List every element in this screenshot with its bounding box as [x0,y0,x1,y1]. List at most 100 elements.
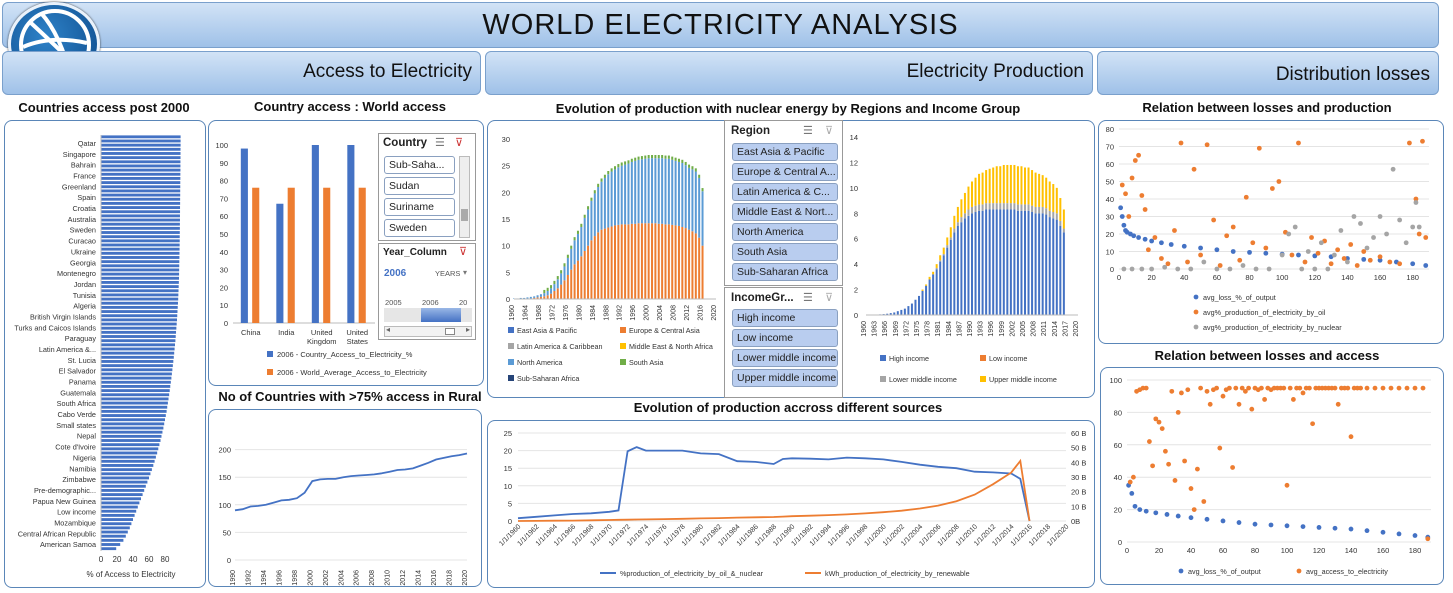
bar [101,177,181,180]
bar [1052,218,1055,315]
tick-label: 1998 [292,570,299,586]
year-timeline-slicer[interactable]: Year_Column ⊽ 2006 YEARS ▾ 2005 2006 20 … [378,243,476,340]
multi-select-icon[interactable]: ☰ [435,137,445,149]
country-slicer-item[interactable]: Sudan [384,177,455,195]
legend-label: Europe & Central Asia [629,326,700,335]
bar [647,155,650,159]
bar [546,291,549,296]
year-timeline-bar[interactable] [384,308,472,322]
income-slicer-item[interactable]: High income [732,309,838,327]
region-slicer-item[interactable]: South Asia [732,243,838,261]
tick-label: 20 [1114,506,1122,515]
tick-label: 1990 [967,321,974,337]
tick-label: 1964 [522,305,529,321]
tick-label: 120 [1309,273,1322,282]
scatter-point [1142,207,1148,212]
tick-label: 2011 [1041,321,1048,336]
clear-filter-icon[interactable]: ⊽ [459,246,468,258]
region-slicer-item[interactable]: Latin America & C... [732,183,838,201]
scatter-point [1164,512,1170,517]
bar [907,306,910,315]
scatter-point [1263,250,1269,256]
tick-label: 2000 [307,570,314,586]
legend-swatch [508,343,514,349]
country-slicer-scrollbar[interactable] [459,156,470,238]
bar [1002,203,1005,210]
tick-label: 2004 [657,305,664,321]
bar [603,177,606,229]
scatter-point [1312,253,1318,259]
legend-swatch [508,327,514,333]
bar [932,274,935,315]
clear-filter-icon[interactable]: ⊽ [825,125,834,137]
year-timeline-scrollbar[interactable]: ◂ ▸ [384,325,472,337]
tick-label: 60 [1114,441,1122,450]
scatter-point [1198,252,1203,258]
income-slicer-item[interactable]: Upper middle income [732,369,838,387]
region-slicer-item[interactable]: North America [732,223,838,241]
scatter-point [1163,448,1168,454]
tick-label: 1996 [276,570,283,586]
scatter-point [1262,397,1267,402]
bar [974,212,977,315]
bar [101,464,154,467]
bar [925,284,928,286]
chevron-down-icon[interactable]: ▾ [463,268,468,277]
region-slicer-item[interactable]: East Asia & Pacific [732,143,838,161]
country-slicer-item[interactable]: Sweden [384,219,455,237]
tick-label: 20 [502,188,510,197]
country-slicer-item[interactable]: Suriname [384,198,455,216]
multi-select-icon[interactable]: ☰ [803,292,813,304]
legend-label: East Asia & Pacific [517,326,577,335]
bar [101,239,180,243]
multi-select-icon[interactable]: ☰ [803,125,813,137]
scatter-point [1127,479,1133,485]
year-unit-dropdown[interactable]: YEARS [435,269,461,278]
country-slicer-item[interactable]: Sub-Saha... [384,156,455,174]
scatter-point [1132,503,1138,509]
region-slicer-item[interactable]: Sub-Saharan Africa [732,263,838,281]
tick-label: 80 [1106,125,1114,134]
tick-label: 180 [1406,273,1419,282]
country-slicer[interactable]: Country ☰ ⊽ Sub-Saha... Sudan Suriname S… [378,133,476,241]
bar [694,168,697,172]
bar [1024,167,1026,205]
scatter-point [1243,194,1249,200]
bar [311,145,319,323]
bar [347,145,355,323]
income-slicer-item[interactable]: Low income [732,329,838,347]
bar [1059,220,1062,226]
tick-label: 1987 [956,321,963,337]
scatter-point [1246,385,1251,391]
tick-label: 140 [1345,546,1358,555]
scatter-point [1364,385,1370,391]
tick-label: 0 [1110,265,1114,274]
region-slicer[interactable]: Region ☰ ⊽ East Asia & Pacific Europe & … [724,120,843,286]
tick-label: 1999 [999,321,1006,337]
clear-filter-icon[interactable]: ⊽ [455,137,464,149]
region-slicer-item[interactable]: Europe & Central A... [732,163,838,181]
clear-filter-icon[interactable]: ⊽ [825,292,834,304]
legend-label: avg%_production_of_electricity_by_oil [1203,308,1326,317]
bar [918,295,920,315]
bar [1052,184,1055,213]
bar [620,224,623,299]
scatter-point [1165,261,1171,267]
category-label: Turks and Caicos Islands [14,323,96,332]
scatter-point [1420,138,1425,144]
category-label: Singapore [63,150,96,159]
bar [101,393,170,397]
bar [101,472,151,476]
bar [971,213,973,315]
region-slicer-item[interactable]: Middle East & Nort... [732,203,838,221]
tick-label: 50 [1106,178,1114,187]
scatter-point [1423,263,1429,268]
bar [553,280,556,285]
scatter-point [1361,249,1367,254]
bar [627,163,630,225]
bar [620,165,623,225]
income-slicer-item[interactable]: Lower middle income [732,349,838,367]
bar [101,368,173,372]
income-group-slicer[interactable]: IncomeGr... ☰ ⊽ High income Low income L… [724,287,843,398]
